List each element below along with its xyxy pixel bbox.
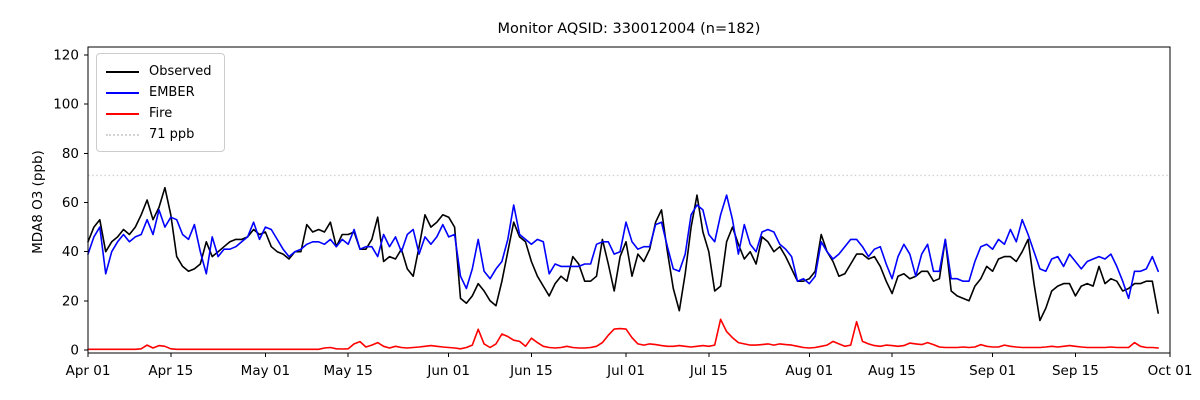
legend-label-ember: EMBER — [149, 85, 195, 100]
x-tick-label: Aug 15 — [868, 363, 916, 379]
legend-label-observed: Observed — [149, 64, 212, 79]
y-tick-label: 40 — [62, 244, 79, 260]
observed-line-swatch — [106, 70, 139, 73]
y-tick-label: 120 — [53, 47, 79, 63]
legend-item-observed: Observed — [106, 61, 212, 82]
legend: Observed EMBER Fire 71 ppb — [96, 53, 225, 152]
fire-line — [87, 318, 1159, 351]
y-tick-label: 80 — [62, 146, 79, 162]
legend-item-fire: Fire — [106, 103, 212, 124]
ember-line-swatch — [106, 91, 139, 94]
threshold-line-swatch — [106, 133, 139, 136]
plot-border — [87, 46, 1171, 354]
ember-line — [87, 194, 1159, 300]
chart-title: Monitor AQSID: 330012004 (n=182) — [497, 21, 761, 37]
y-tick-label: 60 — [62, 195, 79, 211]
x-tick-label: Sep 15 — [1052, 363, 1099, 379]
x-tick-label: Apr 01 — [66, 363, 111, 379]
y-tick-label: 0 — [70, 343, 79, 359]
x-tick-label: Apr 15 — [148, 363, 193, 379]
y-tick-label: 20 — [62, 293, 79, 309]
x-tick-label: Sep 01 — [969, 363, 1016, 379]
x-tick-label: Jul 15 — [689, 363, 728, 379]
y-tick-label: 100 — [53, 97, 79, 113]
x-tick-label: Jun 15 — [509, 363, 553, 379]
observed-line — [87, 186, 1159, 322]
x-tick-label: Oct 01 — [1148, 363, 1193, 379]
x-tick-label: Jun 01 — [426, 363, 470, 379]
legend-label-fire: Fire — [149, 106, 173, 121]
legend-item-threshold: 71 ppb — [106, 124, 212, 145]
x-tick-label: May 01 — [241, 363, 290, 379]
fire-line-swatch — [106, 112, 139, 115]
legend-label-threshold: 71 ppb — [149, 127, 195, 142]
x-tick-label: Aug 01 — [785, 363, 833, 379]
x-tick-label: Jul 01 — [606, 363, 645, 379]
legend-item-ember: EMBER — [106, 82, 212, 103]
x-tick-label: May 15 — [323, 363, 372, 379]
